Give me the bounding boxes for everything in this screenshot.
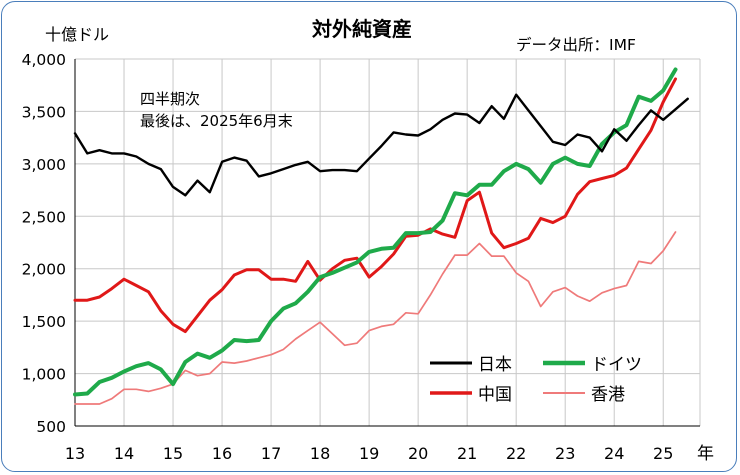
series-line-germany — [73, 67, 678, 397]
x-tick-label: 23 — [555, 444, 575, 463]
x-tick-label: 18 — [310, 444, 330, 463]
note-line-2: 最後は、2025年6月末 — [140, 112, 293, 130]
x-tick-label: 24 — [604, 444, 624, 463]
y-unit-label: 十億ドル — [45, 25, 109, 44]
chart-title: 対外純資産 — [311, 17, 412, 41]
legend-label-japan: 日本 — [478, 355, 512, 375]
x-tick-label: 22 — [506, 444, 526, 463]
legend-label-germany: ドイツ — [591, 355, 642, 375]
y-tick-labels: 500 1,000 1,500 2,000 2,500 3,000 3,500 4,000 — [22, 51, 66, 436]
x-tick-labels: 13 14 15 16 17 18 19 20 21 22 23 24 25 — [65, 444, 674, 463]
y-tick-label: 4,000 — [22, 51, 66, 69]
legend-label-hongkong: 香港 — [591, 385, 625, 405]
series-line-china — [73, 77, 677, 334]
y-tick-label: 3,000 — [22, 156, 66, 174]
y-tick-label: 1,500 — [22, 313, 66, 331]
series-lines — [73, 67, 689, 405]
note-line-1: 四半期次 — [140, 90, 200, 108]
grid-lines — [75, 58, 701, 426]
y-tick-label: 500 — [36, 418, 66, 436]
series-line-hongkong — [74, 231, 677, 405]
y-tick-label: 1,000 — [22, 366, 66, 384]
y-tick-label: 2,000 — [22, 261, 66, 279]
x-tick-label: 19 — [359, 444, 379, 463]
x-tick-label: 13 — [65, 444, 85, 463]
x-unit-label: 年 — [697, 444, 714, 464]
x-tick-label: 25 — [653, 444, 673, 463]
x-tick-label: 17 — [261, 444, 281, 463]
x-tick-label: 20 — [408, 444, 428, 463]
y-tick-label: 2,500 — [22, 208, 66, 226]
x-tick-label: 21 — [457, 444, 477, 463]
x-tick-label: 16 — [212, 444, 232, 463]
series-line-japan — [73, 93, 689, 197]
x-tick-label: 15 — [163, 444, 183, 463]
legend: 日本 ドイツ 中国 香港 — [430, 355, 642, 405]
source-label: データ出所：IMF — [516, 35, 636, 54]
x-tick-label: 14 — [114, 444, 134, 463]
y-tick-label: 3,500 — [22, 103, 66, 121]
legend-label-china: 中国 — [478, 385, 512, 405]
